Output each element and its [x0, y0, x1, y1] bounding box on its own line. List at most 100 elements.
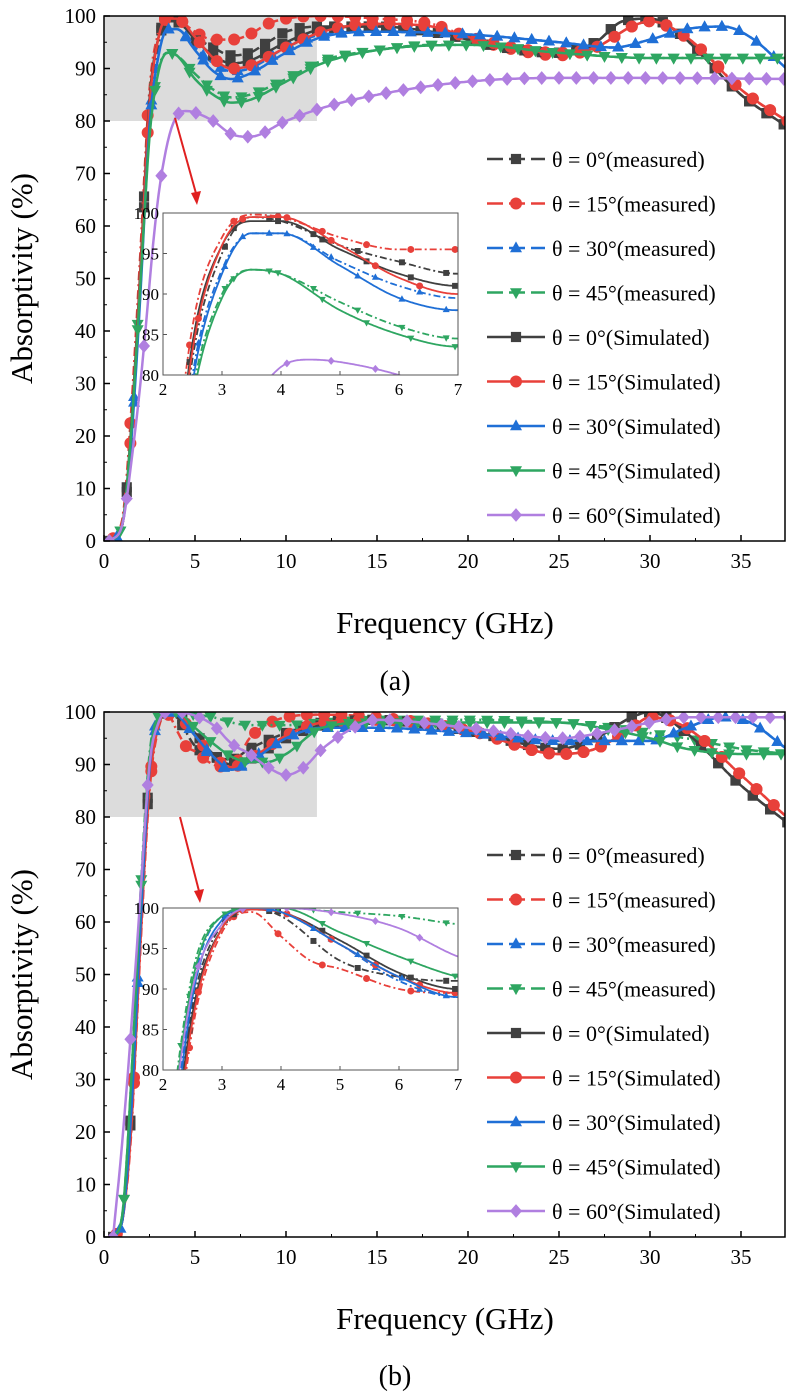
inset-data-point	[442, 305, 450, 313]
data-point	[712, 61, 725, 74]
data-point	[723, 749, 736, 761]
data-point	[308, 727, 321, 739]
data-point	[120, 491, 133, 506]
data-point	[331, 16, 344, 23]
data-point	[287, 728, 300, 740]
data-point	[612, 40, 625, 52]
data-point	[660, 712, 673, 727]
data-point	[598, 734, 611, 746]
inset-y-tick-label: 80	[142, 1061, 159, 1080]
data-point	[698, 735, 711, 748]
data-point	[352, 25, 365, 37]
data-point	[280, 768, 292, 782]
data-point	[166, 48, 179, 60]
data-point	[778, 119, 785, 130]
data-point	[633, 53, 646, 65]
data-point	[546, 48, 559, 59]
legend-marker	[510, 1027, 522, 1039]
data-point	[577, 38, 590, 50]
inset-data-point	[327, 356, 335, 365]
data-point	[210, 55, 223, 68]
data-point	[594, 40, 607, 52]
inset-data-point	[194, 315, 202, 323]
data-point	[290, 720, 303, 732]
data-point	[740, 749, 753, 761]
data-point	[259, 125, 272, 140]
inset-data-point	[442, 920, 450, 927]
data-point	[750, 783, 763, 796]
data-point	[373, 45, 386, 57]
series-line-8	[111, 712, 785, 1237]
y-tick-label: 10	[75, 477, 96, 501]
data-point	[259, 38, 271, 50]
data-point	[218, 760, 231, 771]
data-point	[266, 54, 279, 65]
series-group	[104, 16, 785, 541]
y-axis-title: Absorptivity (%)	[4, 869, 39, 1080]
y-tick-label: 100	[65, 700, 97, 724]
data-point	[684, 53, 697, 65]
y-tick-label: 40	[75, 319, 96, 343]
data-point	[414, 80, 427, 95]
data-point	[107, 1230, 120, 1237]
inset: 80 85 90 95 100 2 3 4 5 6 7	[134, 899, 463, 1094]
data-point	[466, 74, 479, 89]
data-point	[725, 71, 738, 86]
data-point	[204, 737, 217, 748]
inset-x-tick-label: 6	[395, 1075, 404, 1094]
legend-marker	[510, 1115, 522, 1127]
legend-label: θ = 30°(Simulated)	[552, 414, 721, 439]
data-point	[225, 58, 236, 69]
data-point	[691, 71, 704, 86]
legend-label: θ = 60°(Simulated)	[552, 503, 721, 528]
inset: 80 85 90 95 100 2 3 4 5 6 7	[134, 204, 463, 399]
data-point	[622, 71, 635, 85]
data-point	[300, 35, 313, 47]
legend-item: θ = 15°(Simulated)	[487, 1066, 721, 1091]
inset-data-point	[309, 286, 317, 293]
inset-data-point	[221, 243, 228, 250]
data-point	[671, 742, 684, 754]
data-point	[183, 67, 196, 79]
y-tick-label: 50	[75, 267, 96, 291]
data-point	[512, 44, 525, 56]
legend-item: θ = 30°(measured)	[487, 932, 716, 957]
data-point	[574, 739, 586, 750]
inset-data-point	[310, 937, 317, 944]
inset-y-tick-label: 85	[142, 1021, 159, 1040]
inset-data-point	[318, 921, 326, 928]
x-tick-label: 15	[367, 549, 388, 573]
y-tick-label: 30	[75, 372, 96, 396]
legend: θ = 0°(measured) θ = 15°(measured) θ = 30°…	[487, 843, 721, 1224]
legend-label: θ = 45°(Simulated)	[552, 459, 721, 484]
inset-data-point	[442, 991, 450, 999]
data-point	[297, 760, 310, 775]
data-point	[694, 43, 707, 56]
data-point	[584, 721, 597, 733]
data-point	[456, 27, 469, 39]
inset-data-point	[398, 259, 405, 266]
y-tick-label: 90	[75, 57, 96, 81]
inset-data-point	[398, 974, 406, 981]
x-tick-label: 20	[458, 1245, 479, 1269]
data-point	[688, 746, 701, 757]
data-point	[245, 748, 258, 763]
legend-label: θ = 15°(Simulated)	[552, 370, 721, 395]
data-point	[654, 736, 667, 748]
inset-data-point	[371, 262, 379, 270]
inset-data-point	[363, 952, 370, 959]
data-point	[674, 71, 687, 85]
data-point	[570, 71, 583, 85]
data-point	[241, 129, 254, 144]
inset-data-point	[327, 908, 335, 917]
legend-marker	[510, 1071, 522, 1084]
data-point	[522, 739, 534, 751]
arrow-head	[194, 889, 204, 903]
data-point	[767, 799, 780, 812]
data-point	[729, 712, 742, 725]
inset-y-tick-label: 80	[142, 366, 159, 385]
inset-data-point	[416, 282, 424, 290]
data-point	[197, 53, 210, 65]
inset-y-tick-label: 85	[142, 326, 159, 345]
y-tick-label: 20	[75, 1120, 96, 1144]
